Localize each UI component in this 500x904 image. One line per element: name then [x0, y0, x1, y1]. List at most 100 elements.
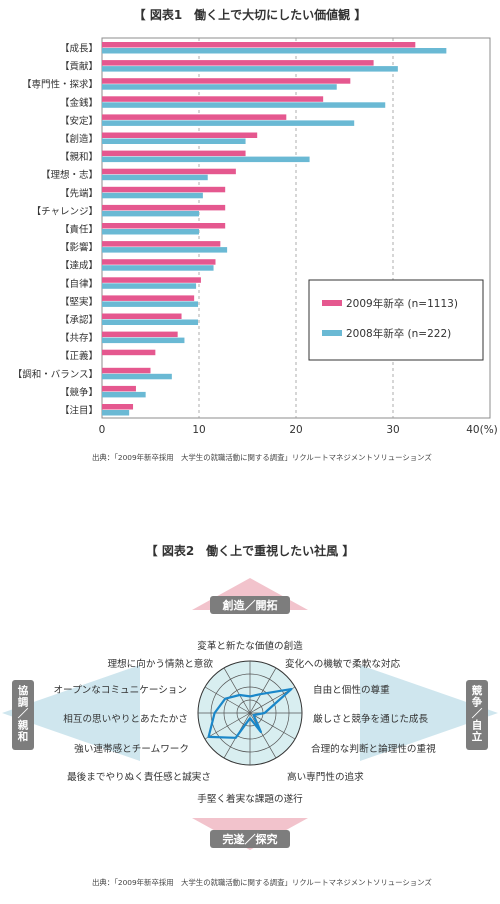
radar-axis-label: 手堅く着実な課題の遂行 — [197, 793, 303, 805]
radar-spoke — [223, 667, 251, 714]
category-label: 【金銭】 — [60, 97, 98, 109]
radar-axis-label: 自由と個性の尊重 — [313, 684, 390, 696]
bar-2009 — [102, 295, 195, 301]
bar-2008 — [102, 84, 337, 90]
bar-2008 — [102, 210, 199, 217]
bar-2009 — [102, 132, 258, 138]
category-label: 【チャレンジ】 — [32, 206, 98, 217]
category-label: 【安定】 — [60, 115, 98, 127]
radar-spoke — [249, 712, 277, 759]
bar-2009 — [102, 114, 287, 120]
bar-2009 — [102, 385, 136, 392]
bar-2008 — [102, 192, 203, 199]
badge-top — [210, 596, 290, 614]
radar-axis-label: オープンなコミュニケーション — [53, 685, 187, 696]
bar-2009 — [102, 204, 226, 211]
category-label: 【理想・志】 — [41, 169, 98, 181]
legend-box — [308, 279, 484, 361]
bar-2009 — [102, 404, 134, 410]
bar-2009 — [102, 42, 416, 48]
bar-2008 — [102, 138, 246, 144]
bar-2008 — [102, 283, 197, 289]
category-label: 【共存】 — [60, 332, 98, 344]
chart1-bars — [102, 42, 447, 416]
x-tick-label: 30 — [386, 424, 399, 436]
bar-2009 — [102, 168, 236, 175]
legend-label-2009: 2009年新卒 (n=1113) — [346, 297, 458, 310]
radar-spoke — [204, 712, 251, 740]
badge-right-char: ／ — [472, 707, 483, 720]
category-label: 【先端】 — [60, 187, 98, 199]
bar-2008 — [102, 337, 185, 344]
badge-left-char: ／ — [18, 707, 29, 720]
category-label: 【親和】 — [60, 151, 98, 163]
chart1-title: 【 図表1 働く上で大切にしたい価値観 】 — [134, 7, 367, 22]
bar-2009 — [102, 186, 226, 193]
legend-swatch-2009 — [322, 300, 342, 306]
bar-2009 — [102, 96, 324, 102]
chart2-source: 出典：「2009年新卒採用 大学生の就職活動に関する調査」リクルートマネジメント… — [92, 878, 432, 887]
radar-axis-label: 最後までやりぬく責任感と誠実さ — [67, 771, 211, 783]
badge-left-char: 調 — [18, 696, 29, 709]
radar-axis-label: 強い連帯感とチームワーク — [74, 743, 189, 755]
category-label: 【創造】 — [60, 133, 98, 145]
chart2-radar — [197, 660, 303, 766]
radar-spoke — [249, 712, 296, 740]
category-label: 【承認】 — [60, 314, 98, 326]
category-label: 【達成】 — [60, 260, 98, 272]
badge-bottom — [210, 830, 290, 848]
chart2-title: 【 図表2 働く上で重視したい社風 】 — [146, 543, 355, 558]
badge-right-char: 自 — [472, 719, 483, 732]
chart1-category-labels: 【成長】【貢献】【専門性・探求】【金銭】【安定】【創造】【親和】【理想・志】【先… — [13, 43, 98, 417]
badge-right-char: 競 — [472, 684, 483, 697]
bar-2008 — [102, 229, 199, 235]
bar-2008 — [102, 319, 199, 325]
x-tick-label: 0 — [99, 424, 106, 436]
bar-2008 — [102, 66, 398, 72]
chart2-axis-labels: 変革と新たな価値の創造変化への機敏で柔軟な対応自由と個性の尊重厳しさと競争を通じ… — [53, 640, 436, 805]
category-label: 【調和・バランス】 — [13, 368, 98, 380]
badge-right-char: 争 — [472, 696, 483, 709]
chart1-legend: 2009年新卒 (n=1113) 2008年新卒 (n=222) — [308, 279, 484, 361]
legend-swatch-2008 — [322, 330, 342, 336]
radar-axis-label: 変革と新たな価値の創造 — [197, 640, 303, 652]
badge-top-label: 創造／開拓 — [222, 598, 278, 612]
radar-axis-label: 相互の思いやりとあたたかさ — [63, 713, 188, 725]
arrow-left — [2, 665, 140, 761]
category-label: 【注目】 — [60, 405, 98, 417]
badge-bottom-label: 完遂／探究 — [223, 832, 278, 846]
radar-axis-label: 高い専門性の追求 — [287, 771, 364, 783]
category-label: 【正義】 — [60, 350, 98, 362]
badge-right-char: 立 — [472, 730, 483, 743]
bar-2009 — [102, 313, 182, 319]
category-label: 【専門性・探求】 — [22, 79, 98, 91]
category-label: 【堅実】 — [60, 296, 98, 308]
bar-2009 — [102, 223, 226, 229]
bar-2009 — [102, 277, 201, 283]
bar-2008 — [102, 265, 214, 271]
bar-2009 — [102, 331, 178, 338]
bar-2008 — [102, 174, 208, 181]
chart1-x-tick-labels: 0 10 20 30 40(%) — [99, 424, 498, 436]
radar-spoke — [204, 686, 251, 714]
bar-2008 — [102, 156, 310, 163]
category-label: 【影響】 — [60, 242, 98, 254]
bar-2008 — [102, 102, 386, 108]
bar-2009 — [102, 78, 351, 84]
bar-2009 — [102, 150, 246, 157]
chart1-source: 出典：「2009年新卒採用 大学生の就職活動に関する調査」リクルートマネジメント… — [92, 453, 432, 462]
bar-2008 — [102, 120, 355, 126]
radar-series — [207, 687, 293, 739]
category-label: 【競争】 — [60, 386, 98, 398]
bar-2009 — [102, 259, 216, 265]
radar-axis-label: 理想に向かう情熱と意欲 — [107, 658, 213, 670]
bar-2009 — [102, 241, 221, 247]
category-label: 【貢献】 — [60, 61, 98, 73]
x-tick-label: 40(%) — [466, 424, 498, 436]
badge-right — [466, 680, 488, 750]
bar-2009 — [102, 60, 374, 66]
badge-left-char: 和 — [17, 730, 29, 743]
bar-2008 — [102, 247, 228, 253]
category-label: 【成長】 — [60, 43, 98, 55]
